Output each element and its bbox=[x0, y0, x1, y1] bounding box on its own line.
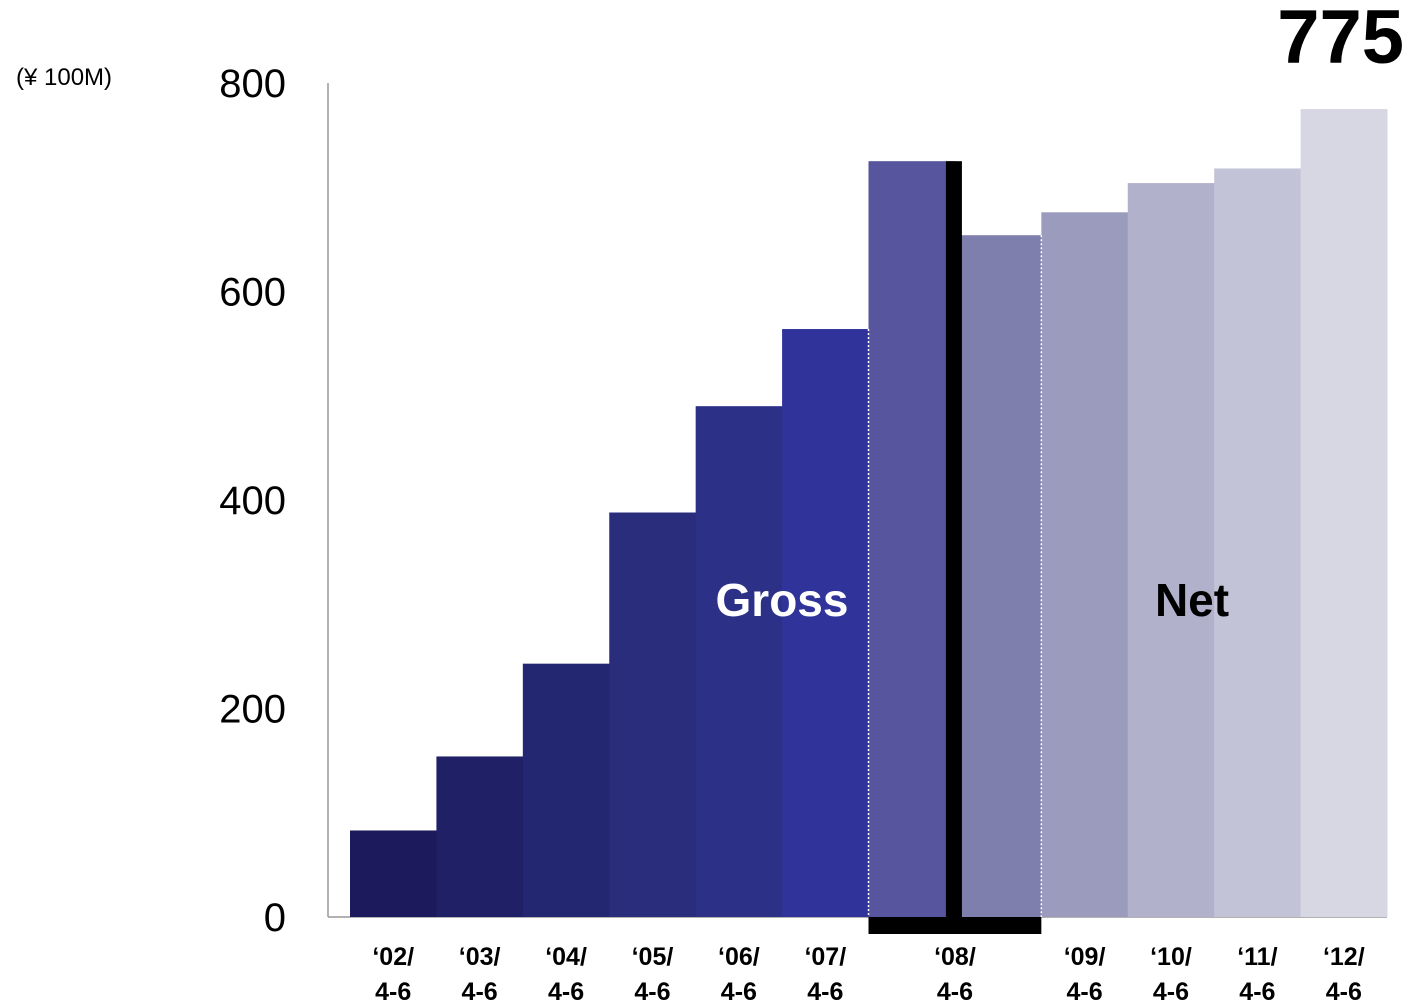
bar bbox=[436, 756, 524, 917]
bar bbox=[868, 161, 956, 917]
bar bbox=[1127, 183, 1215, 917]
bar bbox=[1041, 212, 1129, 917]
x-tick-label: ‘02/ bbox=[372, 943, 414, 971]
y-tick-label: 800 bbox=[219, 62, 286, 106]
x-tick-label: 4-6 bbox=[548, 978, 584, 1006]
x-tick-label: 4-6 bbox=[1326, 978, 1362, 1006]
y-tick-label: 200 bbox=[219, 688, 286, 732]
bar bbox=[954, 235, 1042, 917]
x-tick-label: 4-6 bbox=[1153, 978, 1189, 1006]
bar bbox=[695, 406, 783, 917]
x-tick-label: 4-6 bbox=[807, 978, 843, 1006]
x-tick-label: ‘09/ bbox=[1064, 943, 1106, 971]
y-tick-label: 600 bbox=[219, 271, 286, 315]
x-tick-label: 4-6 bbox=[1239, 978, 1275, 1006]
bar bbox=[522, 663, 610, 917]
bar bbox=[782, 329, 869, 917]
section-label-net: Net bbox=[1155, 574, 1229, 626]
x-tick-label: ‘03/ bbox=[459, 943, 501, 971]
x-tick-label: ‘04/ bbox=[545, 943, 587, 971]
bar bbox=[1300, 109, 1388, 917]
x-tick-label: ‘05/ bbox=[632, 943, 674, 971]
x-tick-label: ‘11/ bbox=[1237, 943, 1277, 971]
section-label-gross: Gross bbox=[716, 574, 849, 626]
gross-net-divider bbox=[945, 161, 962, 917]
x-tick-label: 4-6 bbox=[462, 978, 498, 1006]
x-tick-label: ‘06/ bbox=[718, 943, 760, 971]
x-tick-label: 4-6 bbox=[375, 978, 411, 1006]
bar bbox=[1214, 168, 1302, 918]
x-tick-label: 4-6 bbox=[634, 978, 670, 1006]
x-tick-label: ‘07/ bbox=[804, 943, 846, 971]
x-tick-label: 4-6 bbox=[1066, 978, 1102, 1006]
x-tick-label: ‘12/ bbox=[1323, 943, 1365, 971]
unit-label: (¥ 100M) bbox=[16, 64, 113, 91]
bar bbox=[609, 512, 697, 917]
y-tick-label: 400 bbox=[219, 479, 286, 523]
x-tick-label: ‘10/ bbox=[1150, 943, 1192, 971]
bar bbox=[350, 830, 437, 917]
highlight-value: 775 bbox=[1277, 0, 1404, 80]
x-tick-label: 4-6 bbox=[937, 978, 973, 1006]
x-tick-label: ‘08/ bbox=[934, 943, 976, 971]
x-tick-label: 4-6 bbox=[721, 978, 757, 1006]
transition-year-bar bbox=[868, 917, 1042, 934]
y-tick-label: 0 bbox=[264, 896, 286, 940]
